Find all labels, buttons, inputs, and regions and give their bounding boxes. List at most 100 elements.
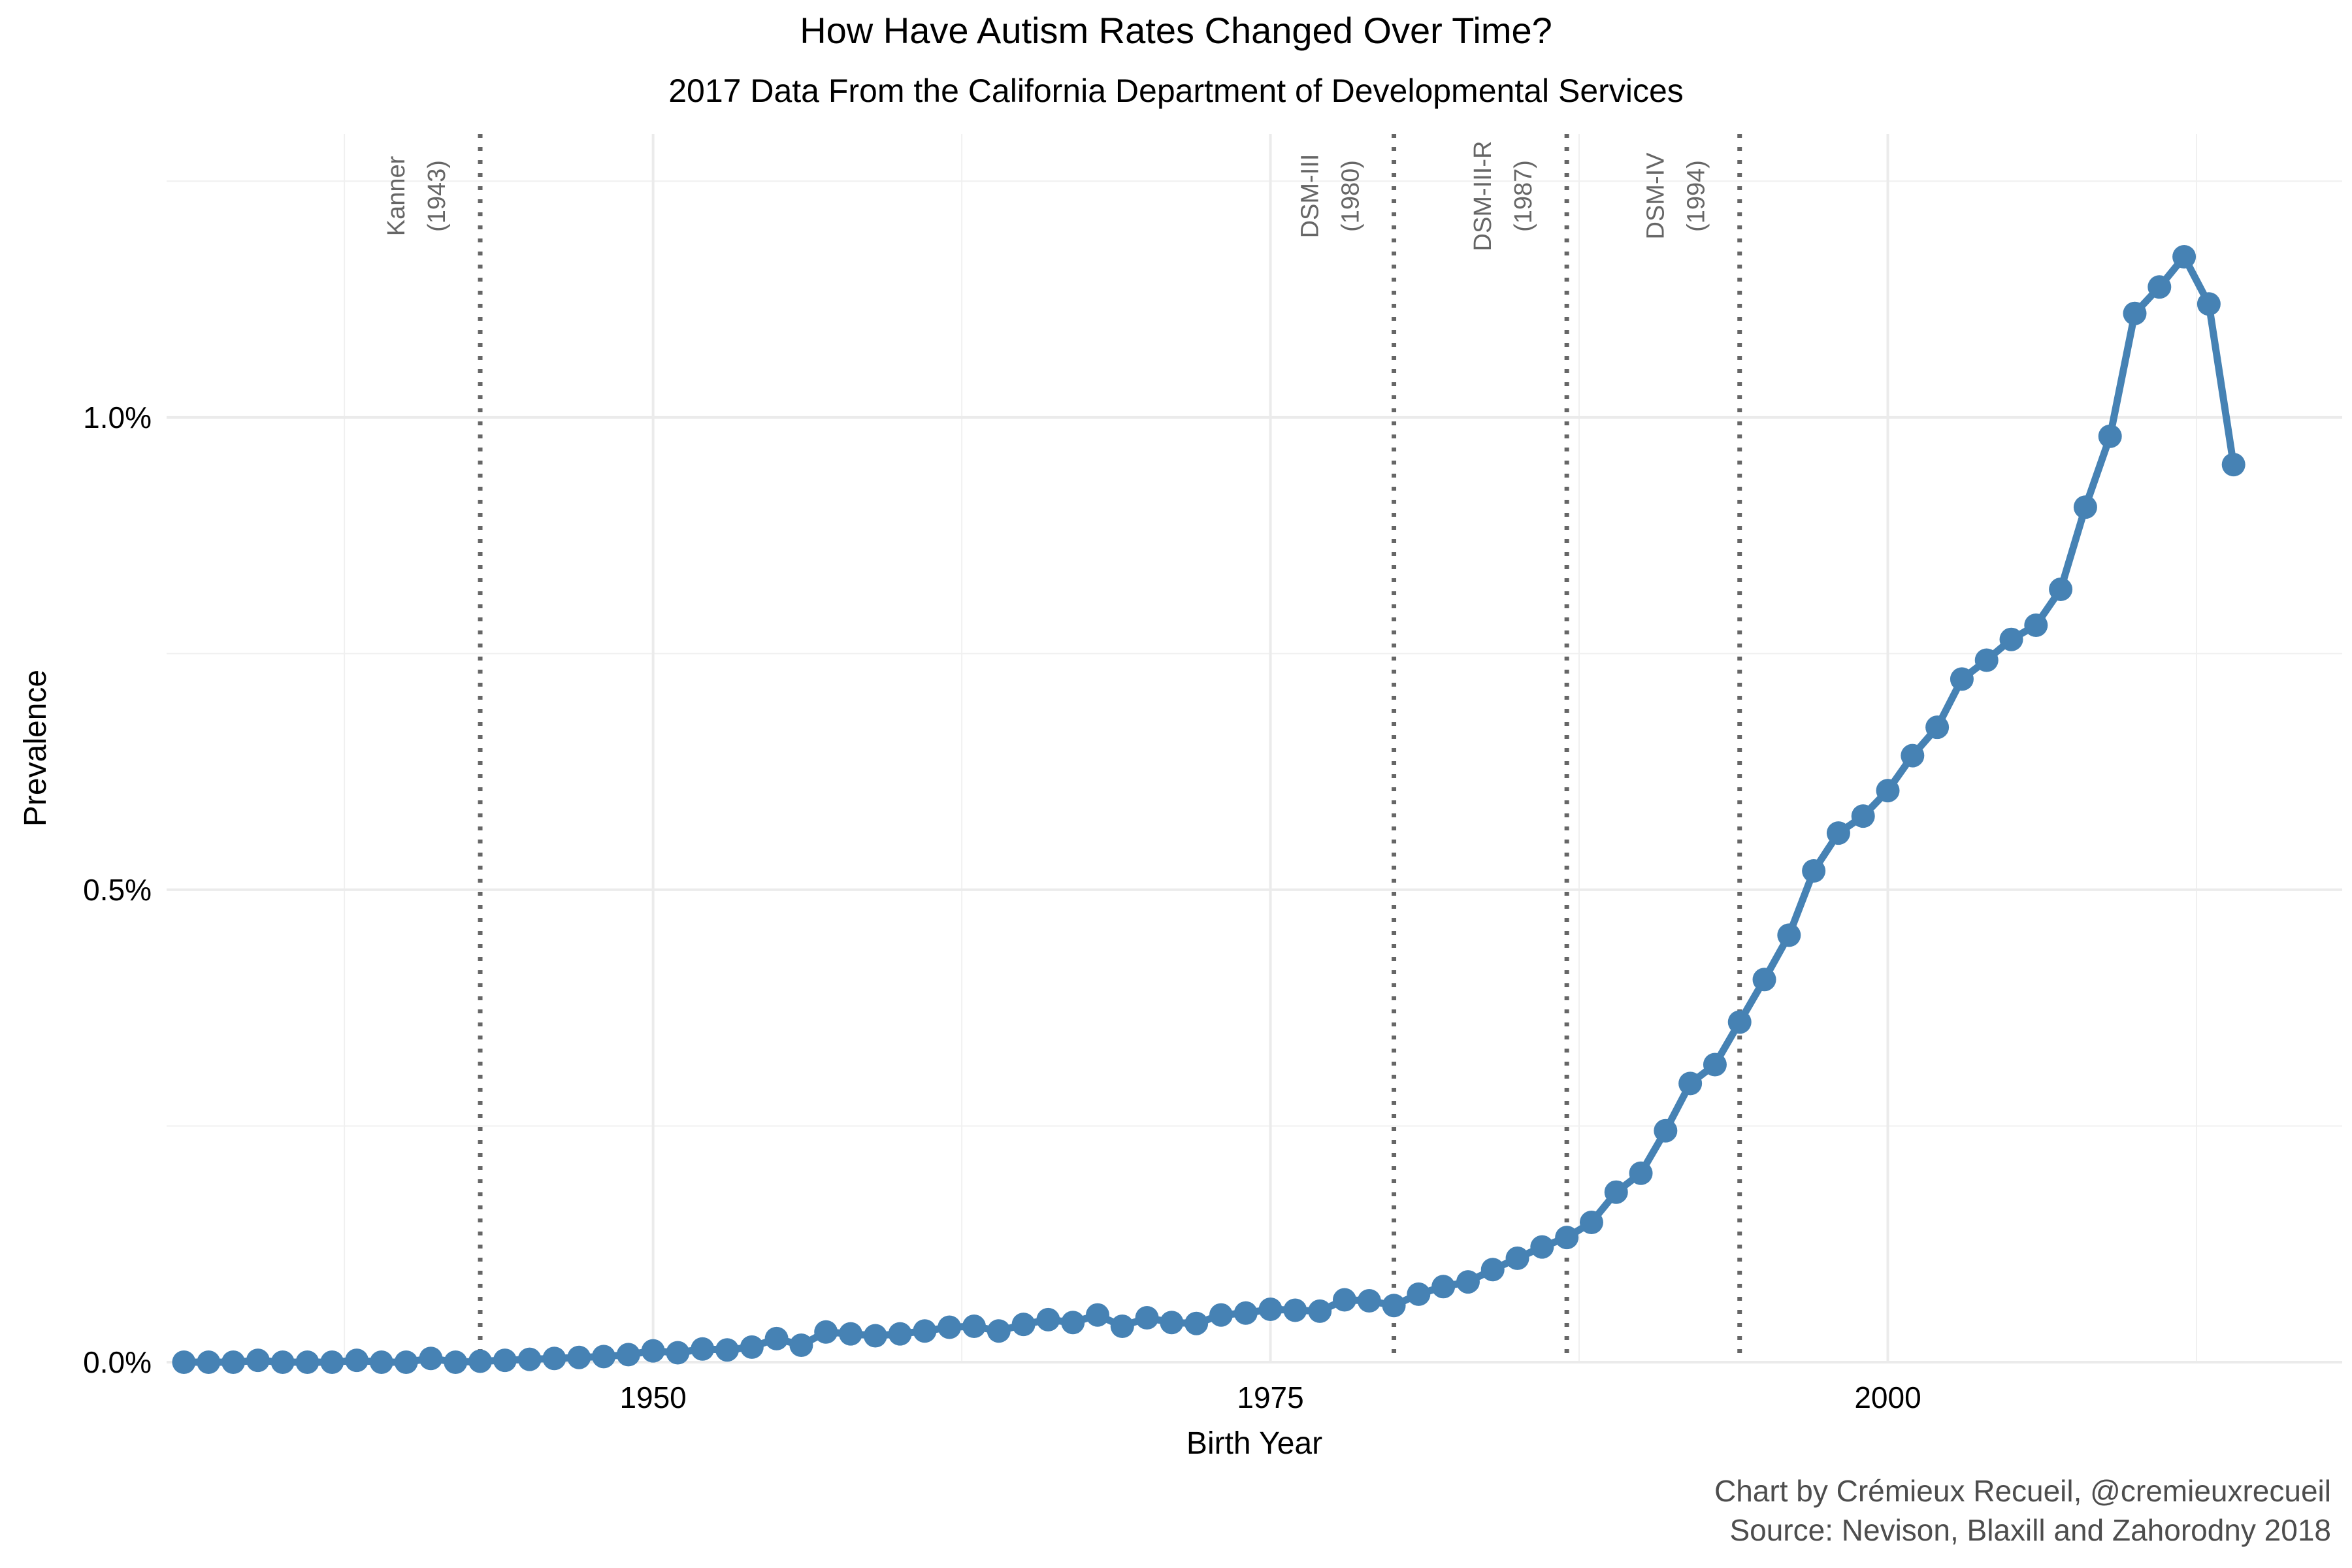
data-point	[1851, 804, 1875, 828]
data-point	[1431, 1275, 1456, 1299]
data-point	[1258, 1298, 1282, 1322]
data-point	[764, 1326, 789, 1350]
data-point	[1011, 1313, 1036, 1337]
data-point	[1332, 1288, 1356, 1312]
data-point	[1555, 1226, 1579, 1250]
data-point	[2123, 301, 2147, 325]
data-point	[394, 1350, 418, 1374]
data-point	[1530, 1235, 1554, 1259]
data-point	[1604, 1180, 1628, 1204]
data-point	[789, 1333, 813, 1357]
data-point	[1629, 1161, 1653, 1185]
data-point	[1135, 1306, 1159, 1330]
data-point	[1752, 968, 1776, 992]
chart-title: How Have Autism Rates Changed Over Time?	[800, 10, 1552, 51]
vline-label-name: DSM-III	[1297, 154, 1324, 238]
data-point	[1654, 1119, 1678, 1143]
data-point	[691, 1337, 715, 1361]
vline-label: DSM-III (1980)	[1297, 154, 1365, 238]
data-point	[221, 1350, 246, 1374]
data-point	[1110, 1315, 1134, 1339]
vline-label-year: (1994)	[1683, 160, 1710, 232]
data-point	[1950, 667, 1974, 691]
data-point	[1777, 923, 1801, 947]
data-point	[1876, 779, 1900, 803]
data-point	[295, 1350, 319, 1374]
y-tick-label: 0.0%	[83, 1345, 152, 1379]
data-point	[1456, 1270, 1480, 1294]
data-point	[1999, 627, 2023, 651]
data-point	[2098, 424, 2122, 448]
data-point	[616, 1343, 640, 1367]
vline-label: DSM-III-R (1987)	[1469, 141, 1537, 252]
data-point	[863, 1324, 887, 1348]
data-point	[888, 1322, 912, 1346]
data-point	[1036, 1307, 1060, 1331]
data-point	[197, 1350, 221, 1374]
data-point	[1085, 1303, 1109, 1327]
data-point	[320, 1350, 344, 1374]
data-point	[1974, 648, 1999, 672]
data-point	[1579, 1210, 1603, 1234]
data-point	[1480, 1258, 1505, 1282]
vline-label: DSM-IV (1994)	[1642, 152, 1710, 240]
x-tick-label: 1950	[619, 1380, 686, 1414]
data-point	[2172, 245, 2197, 269]
data-point	[2024, 613, 2048, 637]
data-point	[1901, 743, 1925, 768]
data-point	[2197, 292, 2221, 316]
series-line	[180, 253, 2238, 1366]
vline-label-name: Kanner	[383, 155, 410, 236]
data-point	[1802, 859, 1826, 883]
data-point	[493, 1348, 517, 1373]
data-point	[641, 1339, 665, 1363]
data-point	[740, 1335, 764, 1359]
data-point	[938, 1315, 962, 1339]
data-point	[542, 1347, 566, 1371]
caption-source: Source: Nevison, Blaxill and Zahorodny 2…	[1729, 1513, 2331, 1547]
data-point	[1233, 1301, 1258, 1325]
data-point	[1209, 1303, 1233, 1327]
data-point	[1357, 1289, 1381, 1313]
vline-label-name: DSM-III-R	[1469, 141, 1497, 252]
data-point	[270, 1350, 295, 1374]
data-point	[1407, 1282, 1431, 1306]
data-point	[962, 1315, 986, 1339]
data-point	[2221, 453, 2246, 477]
data-point	[1505, 1246, 1529, 1270]
vline-label-year: (1943)	[423, 160, 451, 232]
data-point	[1283, 1298, 1307, 1322]
x-tick-label: 2000	[1854, 1380, 1921, 1414]
data-point	[666, 1341, 690, 1365]
chart-subtitle: 2017 Data From the California Department…	[668, 73, 1684, 109]
data-point	[2049, 578, 2073, 602]
data-point	[1382, 1294, 1406, 1318]
data-point	[2073, 495, 2097, 519]
data-point	[839, 1322, 863, 1346]
data-point	[715, 1338, 740, 1362]
data-point	[1678, 1071, 1703, 1096]
data-point	[1308, 1299, 1332, 1323]
data-point	[1160, 1311, 1184, 1335]
data-point	[987, 1319, 1011, 1343]
data-point	[913, 1319, 937, 1343]
data-point	[468, 1349, 493, 1373]
vline-label: Kanner (1943)	[383, 155, 451, 236]
data-point	[172, 1350, 196, 1374]
data-point	[1727, 1010, 1752, 1034]
vline-label-year: (1980)	[1337, 160, 1365, 232]
vline-label-name: DSM-IV	[1642, 152, 1670, 240]
y-tick-label: 0.5%	[83, 873, 152, 907]
data-point	[517, 1347, 542, 1371]
data-point	[567, 1345, 591, 1369]
data-point	[419, 1347, 443, 1371]
data-point	[2148, 275, 2172, 299]
caption-credit: Chart by Crémieux Recueil, @cremieuxrecu…	[1714, 1474, 2331, 1508]
data-point	[444, 1350, 468, 1374]
data-point	[345, 1348, 369, 1373]
y-tick-label: 1.0%	[83, 400, 152, 434]
data-point	[1925, 715, 1950, 740]
y-axis-label: Prevalence	[18, 670, 53, 826]
